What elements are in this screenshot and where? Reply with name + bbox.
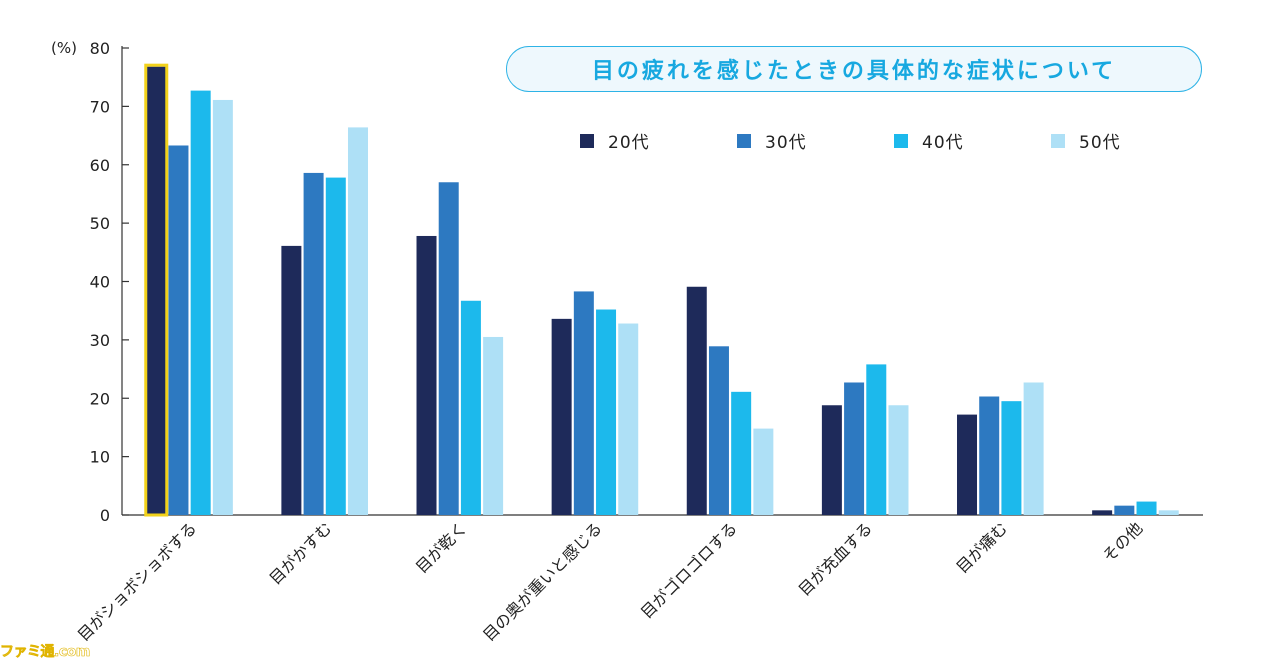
bar [573,291,594,515]
x-tick-label: その他 [1099,518,1146,565]
bar [1114,505,1135,515]
bar [957,414,978,515]
legend-item: 30代 [737,128,807,153]
legend-item: 40代 [894,128,964,153]
legend-label: 40代 [922,133,964,153]
legend-swatch [580,133,594,148]
bar [212,99,233,516]
bar [888,405,909,515]
bar [438,182,459,515]
bars [144,63,1179,517]
bar [551,318,572,515]
y-tick-label: 50 [90,214,110,233]
bar [460,300,481,515]
bar [1136,501,1157,515]
bar [979,396,1000,515]
bar [1001,401,1022,515]
x-tick-label: 目の奥が重いと感じる [479,518,606,645]
bar [325,177,346,515]
bar [753,428,774,515]
bar [618,323,639,515]
legend-label: 50代 [1079,133,1121,153]
legend-item: 50代 [1051,128,1121,153]
bar-highlight-outline [144,63,169,517]
bar [190,90,211,516]
bar [821,405,842,515]
chart-title: 目の疲れを感じたときの具体的な症状について [591,59,1117,84]
bar [1158,510,1179,515]
bar [347,127,368,515]
bar [866,364,887,515]
bar [686,286,707,515]
bar [1092,510,1113,515]
bar [596,309,617,515]
bar [483,336,504,515]
bar [416,235,437,515]
y-axis-unit-label: (%) [51,39,77,57]
watermark-logo: ファミ通.com [0,644,91,661]
bar [303,172,324,516]
bar [844,382,865,515]
y-tick-label: 0 [100,506,110,525]
x-tick-label: 目が乾く [412,518,471,577]
y-tick-label: 20 [90,389,110,408]
chart-title-box: 目の疲れを感じたときの具体的な症状について [506,46,1202,92]
x-tick-labels: 目がショボショボする 目がかすむ 目が乾く 目の奥が重いと感じる 目がゴロゴロする 目が充… [74,518,1146,645]
x-tick-label: 目がかすむ [266,518,336,588]
legend-item: 20代 [580,128,650,153]
legend-swatch [894,133,908,148]
x-tick-label: 目が痛む [952,518,1011,577]
y-tick-label: 10 [90,448,110,467]
legend-swatch [737,133,751,148]
legend-label: 20代 [608,133,650,153]
x-tick-label: 目が充血する [795,518,876,599]
bar [731,391,752,515]
y-tick-label: 70 [90,97,110,116]
x-tick-label: 目がショボショボする [74,518,201,645]
bar [1023,382,1044,515]
bar [168,145,189,515]
y-tick-label: 40 [90,273,110,292]
bar [146,66,167,516]
x-tick-label: 目がゴロゴロする [637,518,741,622]
y-tick-label: 80 [90,39,110,58]
y-tick-label: 30 [90,331,110,350]
legend-label: 30代 [765,133,807,153]
bar [708,346,729,515]
axes: 0 10 20 30 40 50 60 70 80 (%) [51,39,1203,525]
y-tick-label: 60 [90,156,110,175]
bar [281,245,302,516]
legend-swatch [1051,133,1065,148]
